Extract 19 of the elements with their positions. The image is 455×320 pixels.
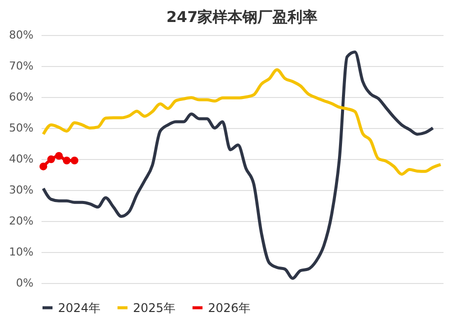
y-tick-label: 50%: [9, 122, 34, 134]
y-tick-label: 60%: [9, 90, 34, 104]
y-tick-label: 20%: [9, 214, 34, 228]
line-series: [42, 68, 442, 176]
y-tick-label: 30%: [9, 184, 34, 196]
y-tick-label: 40%: [9, 152, 34, 166]
y-tick-label: 80%: [9, 28, 34, 42]
y-tick-label: 0%: [16, 276, 34, 290]
y-tick-label: 70%: [9, 60, 34, 72]
chart-title: 247家样本钢厂盈利率: [166, 8, 318, 26]
point: [62, 156, 71, 164]
line-series: [42, 50, 434, 280]
point: [39, 162, 48, 170]
legend-label: 2025年: [133, 300, 176, 315]
legend-label: 2024年: [58, 300, 101, 315]
y-tick-label: 10%: [9, 246, 34, 258]
legend-label: 2026年: [208, 300, 251, 315]
point: [47, 155, 55, 164]
point: [70, 156, 78, 164]
